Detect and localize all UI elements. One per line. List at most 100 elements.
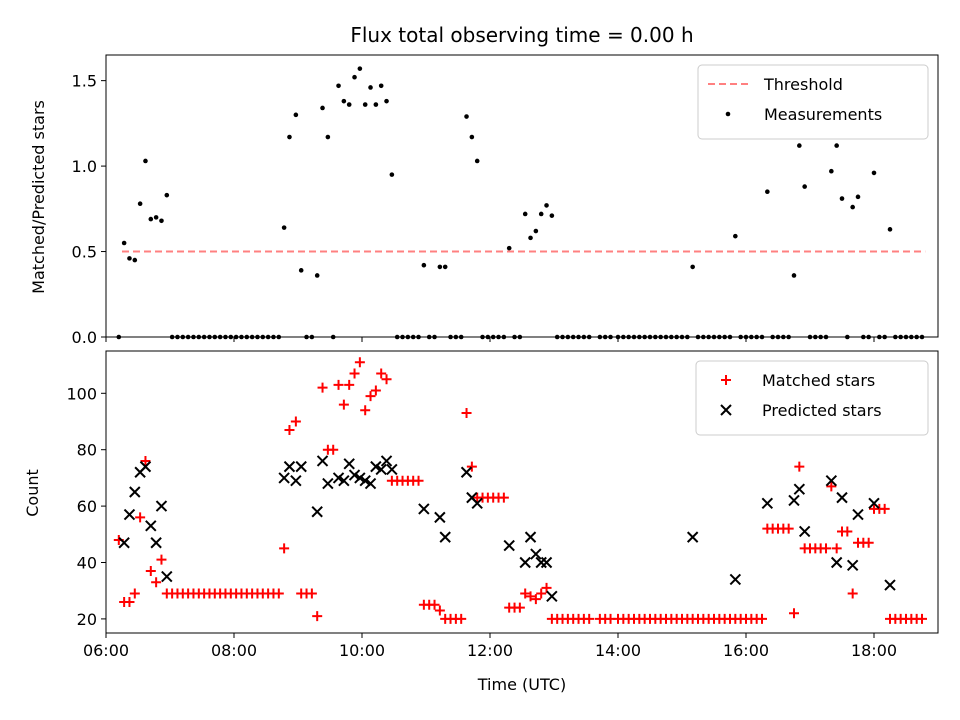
predicted-star-point bbox=[139, 460, 152, 473]
predicted-star-point bbox=[386, 463, 398, 476]
measurement-point bbox=[217, 334, 223, 340]
x-tick-label: 06:00 bbox=[83, 641, 129, 660]
measurement-point bbox=[544, 203, 549, 208]
measurement-point bbox=[357, 66, 363, 71]
x-tick-label: 16:00 bbox=[723, 641, 769, 660]
x-axis-label: Time (UTC) bbox=[477, 675, 566, 694]
legend-matched-swatch bbox=[721, 375, 731, 385]
measurement-point bbox=[871, 170, 877, 176]
measurement-point bbox=[394, 334, 400, 340]
measurement-point bbox=[501, 334, 507, 340]
bottom-y-axis-label: Count bbox=[23, 469, 42, 517]
predicted-star-point bbox=[375, 463, 387, 476]
matched-star-point bbox=[151, 577, 162, 588]
measurement-point bbox=[522, 211, 528, 217]
measurement-point bbox=[464, 114, 469, 119]
measurement-point bbox=[320, 105, 325, 111]
measurement-point bbox=[733, 233, 738, 239]
measurement-point bbox=[143, 158, 148, 164]
measurement-point bbox=[255, 334, 260, 340]
matched-star-point bbox=[145, 565, 156, 576]
measurement-point bbox=[389, 172, 395, 177]
measurement-point bbox=[791, 273, 797, 278]
measurement-point bbox=[813, 334, 818, 340]
measurement-point bbox=[685, 334, 690, 340]
measurement-point bbox=[207, 334, 212, 340]
measurement-point bbox=[759, 334, 765, 340]
measurement-point bbox=[474, 158, 480, 164]
matched-star-point bbox=[847, 588, 858, 599]
measurement-point bbox=[597, 334, 603, 340]
measurement-point bbox=[637, 334, 642, 340]
measurement-point bbox=[228, 334, 234, 340]
predicted-star-point bbox=[150, 537, 162, 549]
measurement-point bbox=[903, 334, 909, 340]
measurement-point bbox=[276, 334, 282, 340]
matched-star-point bbox=[333, 379, 344, 390]
measurement-point bbox=[448, 334, 453, 340]
measurement-point bbox=[400, 334, 405, 340]
matched-star-point bbox=[413, 475, 424, 486]
predicted-star-point bbox=[311, 506, 323, 518]
predicted-star-point bbox=[836, 491, 848, 504]
top-legend: Threshold Measurements bbox=[697, 64, 929, 140]
matched-star-point bbox=[789, 608, 799, 619]
matched-star-point bbox=[365, 391, 376, 402]
measurement-point bbox=[663, 334, 669, 340]
measurement-point bbox=[368, 85, 373, 90]
measurement-point bbox=[653, 334, 658, 340]
measurement-point bbox=[223, 334, 228, 340]
measurement-point bbox=[877, 334, 882, 340]
measurement-point bbox=[533, 228, 539, 234]
predicted-stars-series bbox=[118, 455, 896, 603]
matched-star-point bbox=[863, 537, 874, 548]
measurement-point bbox=[212, 334, 218, 340]
measurement-point bbox=[453, 334, 459, 340]
matched-star-point bbox=[381, 374, 392, 385]
predicted-star-point bbox=[418, 503, 430, 515]
measurement-point bbox=[164, 192, 170, 198]
measurement-point bbox=[309, 334, 315, 340]
measurement-point bbox=[765, 189, 770, 195]
x-tick-label: 12:00 bbox=[467, 641, 513, 660]
predicted-star-point bbox=[503, 539, 515, 552]
matched-star-point bbox=[344, 379, 355, 390]
matched-star-point bbox=[135, 512, 146, 523]
matched-star-point bbox=[312, 611, 323, 622]
top-y-axis-label: Matched/Predicted stars bbox=[29, 100, 48, 294]
matched-star-point bbox=[370, 385, 381, 396]
measurement-point bbox=[855, 194, 861, 200]
matched-star-point bbox=[279, 543, 290, 554]
measurement-point bbox=[469, 134, 475, 140]
measurement-point bbox=[201, 334, 207, 340]
measurement-point bbox=[626, 334, 631, 340]
predicted-star-point bbox=[348, 469, 361, 481]
measurement-point bbox=[882, 334, 887, 340]
measurement-point bbox=[802, 184, 807, 189]
matched-star-point bbox=[514, 602, 525, 613]
predicted-star-point bbox=[761, 497, 774, 509]
measurement-point bbox=[480, 334, 485, 340]
measurement-point bbox=[185, 334, 191, 340]
measurement-point bbox=[517, 334, 523, 340]
measurement-point bbox=[608, 334, 613, 340]
measurements-series bbox=[116, 66, 925, 340]
predicted-star-point bbox=[370, 460, 382, 473]
matched-star-point bbox=[917, 613, 927, 624]
measurement-point bbox=[260, 334, 266, 340]
measurement-point bbox=[325, 134, 331, 140]
measurement-point bbox=[304, 334, 309, 340]
predicted-star-point bbox=[145, 520, 157, 532]
predicted-star-point bbox=[846, 559, 859, 572]
bottom-legend: Matched stars Predicted stars bbox=[695, 360, 929, 436]
legend-label: Matched stars bbox=[762, 371, 875, 390]
matched-star-point bbox=[461, 408, 472, 419]
measurement-point bbox=[770, 334, 775, 340]
measurement-point bbox=[706, 334, 711, 340]
measurement-point bbox=[727, 334, 733, 340]
legend-measurement-swatch bbox=[725, 111, 731, 117]
measurement-point bbox=[330, 334, 336, 340]
measurement-point bbox=[711, 334, 717, 340]
ratio-panel: 0.0 0.5 1.0 1.5 Threshold Measurements bbox=[72, 54, 939, 347]
measurement-point bbox=[722, 334, 727, 340]
